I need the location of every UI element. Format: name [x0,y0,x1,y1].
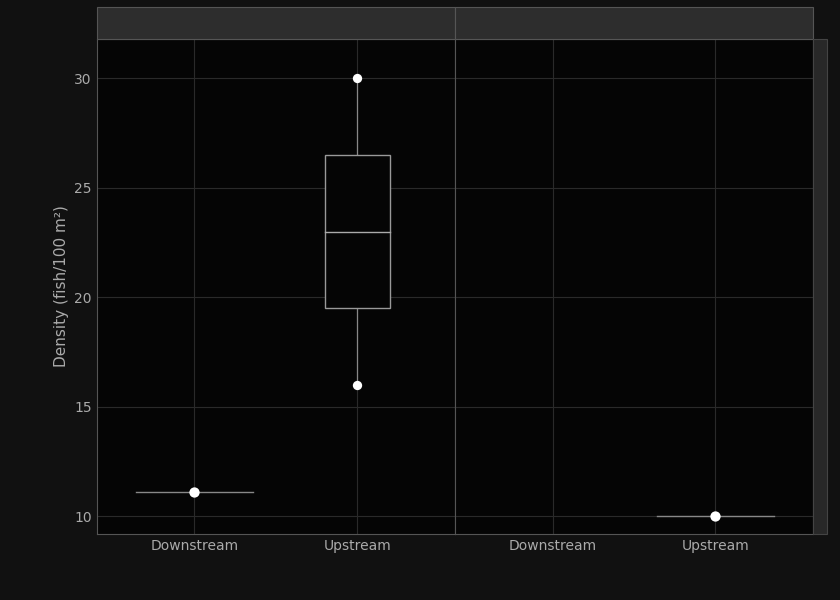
Text: RB: RB [814,278,827,295]
Text: juvenile: juvenile [604,16,664,31]
Point [350,74,364,83]
Bar [324,155,390,308]
FancyBboxPatch shape [454,7,813,39]
Text: fry: fry [265,16,286,31]
FancyBboxPatch shape [97,7,454,39]
Y-axis label: Density (fish/100 m²): Density (fish/100 m²) [54,206,69,367]
Point [709,512,722,521]
Point [350,380,364,390]
FancyBboxPatch shape [813,39,827,534]
Point [187,488,201,497]
